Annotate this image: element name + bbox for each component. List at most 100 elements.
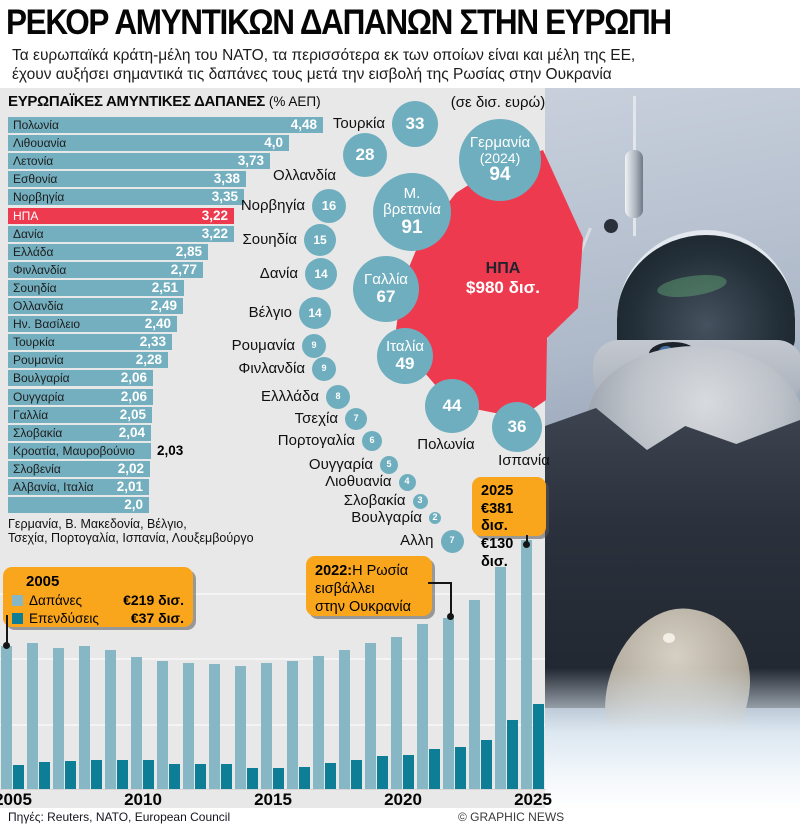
gdp-value-label: 3,22 (201, 208, 228, 223)
gdp-bar (8, 370, 153, 386)
bubble-value: 36 (507, 417, 527, 437)
header: ΡΕΚΟΡ ΑΜΥΝΤΙΚΩΝ ΔΑΠΑΝΩΝ ΣΤΗΝ ΕΥΡΩΠΗ Τα ε… (0, 0, 800, 88)
gdp-value-label: 2,51 (151, 280, 178, 295)
bubble-country-label: Πορτογαλία (277, 432, 355, 449)
budget-bubble: 44 (425, 379, 479, 433)
gdp-footnote-line2: Τσεχία, Πορτογαλία, Ισπανία, Λουξεμβούργ… (8, 531, 254, 546)
investment-bar (221, 764, 232, 789)
gdp-value-label: 2,03 (157, 443, 184, 458)
investment-bar (65, 761, 76, 789)
sources-text: Πηγές: Reuters, NATO, European Council (8, 810, 231, 824)
gdp-value-label: 3,35 (211, 189, 238, 204)
credit-text: © GRAPHIC NEWS (458, 810, 565, 824)
fighter-jet-photo (545, 88, 800, 810)
gdp-country-label: Ρουμανία (13, 353, 64, 367)
gdp-value-label: 3,73 (237, 153, 264, 168)
callout-2025-year: 2025 (481, 483, 514, 499)
investment-bar (273, 768, 284, 789)
bubble-value: 49 (395, 353, 415, 373)
budget-bubble: 7 (440, 529, 464, 553)
page-title: ΡΕΚΟΡ ΑΜΥΝΤΙΚΩΝ ΔΑΠΑΝΩΝ ΣΤΗΝ ΕΥΡΩΠΗ (6, 3, 672, 42)
gdp-value-label: 4,48 (290, 117, 317, 132)
bubble-country-label: Φινλανδία (238, 360, 305, 377)
spending-bar (235, 666, 246, 789)
budget-bubble: Γερμανία (2024) 94 (459, 119, 541, 201)
investment-bar (455, 747, 466, 789)
legend: Δαπάνες €219 δισ. Επενδύσεις €37 δισ. (12, 592, 184, 626)
bubble-value: 7 (353, 413, 359, 424)
bubble-country-label: Δανία (259, 265, 298, 282)
gdp-value-label: 2,85 (175, 244, 202, 259)
investment-bar (351, 760, 362, 789)
budget-bubble: 9 (302, 334, 326, 358)
budget-bubble: 5 (380, 456, 398, 474)
callout-2022-connector-h (428, 582, 452, 584)
investment-bar (195, 764, 206, 789)
gdp-bar (8, 497, 149, 513)
gdp-country-label: Σλοβενία (13, 462, 61, 476)
budget-bubble: 2 (429, 512, 441, 524)
gdp-country-label: Σουηδία (13, 281, 57, 295)
gdp-value-label: 2,33 (139, 334, 166, 349)
x-axis-tick: 2010 (124, 790, 162, 809)
budget-bubble: 8 (326, 385, 350, 409)
x-axis-tick: 2020 (384, 790, 422, 809)
gdp-value-label: 2,49 (150, 298, 177, 313)
bubble-value: 33 (405, 114, 425, 134)
spending-bar (209, 664, 220, 789)
callout-2022-connector-v (450, 582, 452, 615)
gdp-bar (8, 189, 244, 205)
gdp-bar (8, 153, 270, 169)
bubble-value: 28 (355, 145, 375, 165)
gdp-value-label: 2,77 (170, 262, 197, 277)
subtitle: Τα ευρωπαϊκά κράτη-μέλη του ΝΑΤΟ, τα περ… (12, 47, 800, 85)
budget-bubble: 14 (299, 297, 331, 329)
gdp-country-label: Ολλανδία (13, 299, 64, 313)
x-axis-tick: 2005 (0, 790, 32, 809)
bubble-chart-unit-label: (σε δισ. ευρώ) (450, 94, 546, 111)
budget-bubble: Μ. βρετανία 91 (373, 173, 451, 251)
bubble-country-label: Ισπανία (498, 452, 550, 469)
bubble-country-label: Γαλλία (364, 271, 408, 289)
spending-bar (287, 661, 298, 789)
gdp-bar (8, 389, 153, 405)
gdp-bar (8, 479, 149, 495)
bubble-country-label: Τουρκία (332, 115, 385, 132)
investment-bar (169, 764, 180, 789)
investment-bar (247, 768, 258, 789)
spending-bar (79, 646, 90, 789)
gdp-country-label: Τουρκία (13, 335, 55, 349)
legend-row: Επενδύσεις €37 δισ. (12, 610, 184, 626)
bubble-country-label: Νορβηγία (240, 197, 305, 214)
spending-bar (1, 646, 12, 789)
callout-2022-line3: στην Ουκρανία (315, 599, 411, 616)
spending-swatch-icon (12, 594, 23, 606)
bubble-value: 67 (376, 286, 396, 306)
investment-bar (325, 763, 336, 789)
callout-2005-dot (3, 642, 10, 649)
spending-bar (495, 567, 506, 789)
bubble-country-label: Πολωνία (417, 436, 475, 453)
sky-bottom-fade (545, 668, 800, 810)
gdp-country-label: Εσθονία (13, 172, 58, 186)
bubble-value: 9 (311, 340, 317, 351)
investment-bar (13, 765, 24, 789)
subtitle-line1: Τα ευρωπαϊκά κράτη-μέλη του ΝΑΤΟ, τα περ… (12, 47, 636, 64)
gdp-bar (8, 352, 168, 368)
bubble-value: 3 (417, 495, 423, 506)
budget-bubble: 16 (312, 189, 346, 223)
gdp-value-label: 2,05 (119, 407, 146, 422)
gdp-bar (8, 298, 183, 314)
gdp-country-label: Σλοβακία (13, 426, 63, 440)
gdp-bar (8, 117, 323, 133)
callout-2005: 2005 Δαπάνες €219 δισ. Επενδύσεις €37 δισ. (3, 567, 193, 627)
bubble-country-label: Ολλανδία (273, 167, 336, 184)
bubble-country-label: Σλοβακία (343, 492, 406, 509)
investment-bar (143, 760, 154, 789)
spending-bar (105, 650, 116, 789)
gdp-country-label: Πολωνία (13, 118, 59, 132)
x-axis-tick: 2015 (254, 790, 292, 809)
budget-bubble: 7 (345, 408, 367, 430)
legend-label: Δαπάνες (29, 592, 83, 608)
gdp-bar (8, 425, 151, 441)
